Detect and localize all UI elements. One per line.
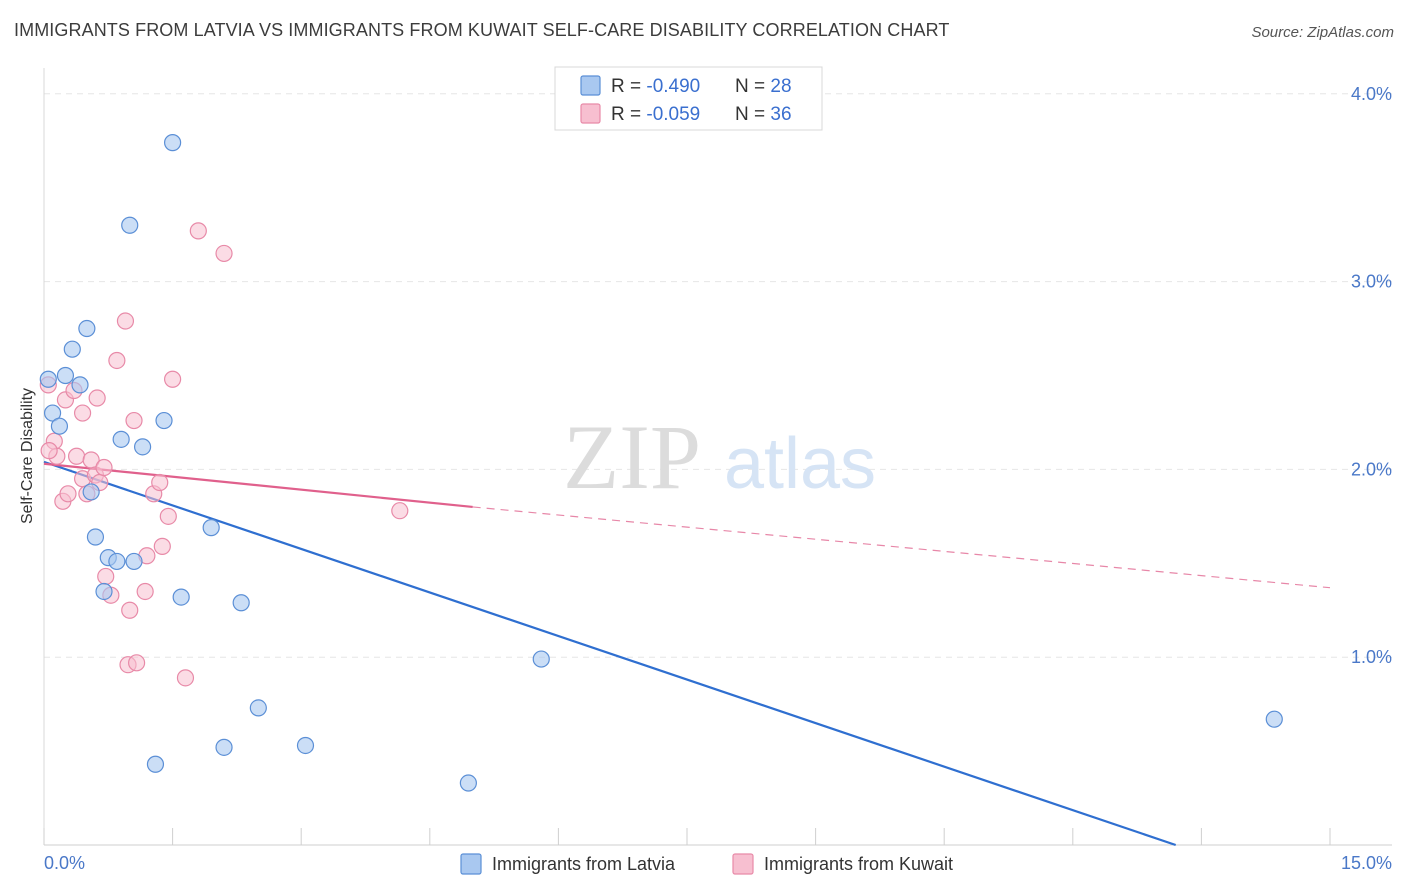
kuwait-point [40,442,58,460]
latvia-point [202,519,220,537]
legend-kuwait-swatch [732,853,754,875]
latvia-point [172,588,190,606]
chart-source: Source: ZipAtlas.com [1251,24,1394,41]
kuwait-swatch [580,103,601,124]
kuwait-point [121,601,139,619]
latvia-point [249,699,267,717]
tick-labels: 1.0% 2.0% 3.0% 4.0% 0.0% 15.0% [44,84,1392,873]
y-tick-label: 1.0% [1351,647,1392,667]
latvia-point [63,340,81,358]
kuwait-trend-extension [472,506,1331,589]
kuwait-point [67,447,86,465]
latvia-point [50,417,69,435]
latvia-r-label: R = [611,76,646,97]
kuwait-point [215,244,233,263]
kuwait-point [136,582,154,601]
latvia-n-label: N = [735,76,770,97]
kuwait-point [176,669,195,687]
latvia-r-value: -0.490 [646,76,700,97]
legend-latvia-swatch [460,853,482,875]
trend-lines [43,460,1331,847]
legend-kuwait-label: Immigrants from Kuwait [764,854,953,874]
kuwait-n-label: N = [735,104,770,125]
legend-latvia-label: Immigrants from Latvia [492,854,676,874]
latvia-point [532,650,550,668]
latvia-point [121,216,139,234]
latvia-point [459,774,477,792]
svg-text:R = -0.490: R = -0.490 [611,76,700,97]
grid-lines [44,93,1392,658]
latvia-point [86,528,105,546]
latvia-point [215,738,233,756]
latvia-point [112,430,130,448]
y-tick-label: 4.0% [1351,84,1392,104]
latvia-trend-line [43,460,1177,847]
latvia-point [125,552,143,571]
kuwait-point [116,312,135,330]
kuwait-point [97,567,115,586]
kuwait-point [73,404,92,422]
latvia-point [296,736,315,755]
svg-text:N = 36: N = 36 [735,104,792,125]
kuwait-point [95,458,113,477]
latvia-point [164,134,182,152]
latvia-point [71,376,89,394]
latvia-point [78,319,96,338]
svg-text:R = -0.059: R = -0.059 [611,104,700,125]
kuwait-point [125,411,143,430]
kuwait-point [151,473,169,492]
kuwait-trend-line [43,462,473,509]
watermark-atlas: atlas [724,424,876,504]
chart-title: IMMIGRANTS FROM LATVIA VS IMMIGRANTS FRO… [14,20,950,40]
axes [43,68,1392,846]
series-legend: Immigrants from Latvia Immigrants from K… [460,853,953,875]
latvia-point [56,366,75,385]
x-tick-label: 15.0% [1341,853,1392,873]
latvia-point [133,438,152,456]
kuwait-r-label: R = [611,104,646,125]
kuwait-point [164,370,182,388]
y-axis-label: Self-Care Disability [19,388,36,524]
kuwait-n-value: 36 [770,104,791,125]
kuwait-point [189,222,207,240]
latvia-n-value: 28 [770,76,791,97]
latvia-point [82,483,100,501]
latvia-point [155,411,173,430]
kuwait-r-value: -0.059 [646,104,700,125]
kuwait-point [159,507,177,525]
y-tick-label: 2.0% [1351,459,1392,479]
kuwait-point [153,537,171,555]
kuwait-point [88,389,106,407]
data-points [39,134,1283,792]
x-tick-label: 0.0% [44,853,85,873]
latvia-point [1265,710,1283,728]
latvia-swatch [580,75,601,96]
watermark-zip: ZIP [563,406,701,508]
latvia-point [39,370,57,388]
watermark: ZIP atlas [563,406,876,508]
latvia-point [232,594,250,612]
kuwait-point [391,502,409,520]
kuwait-point [127,654,146,672]
latvia-point [146,755,165,773]
latvia-point [95,582,113,601]
stats-legend: R = -0.490 N = 28 R = -0.059 N = 36 [554,66,823,131]
y-tick-label: 3.0% [1351,272,1392,292]
kuwait-point [108,351,126,370]
kuwait-point [59,485,77,503]
latvia-point [108,552,126,571]
svg-text:N = 28: N = 28 [735,76,792,97]
